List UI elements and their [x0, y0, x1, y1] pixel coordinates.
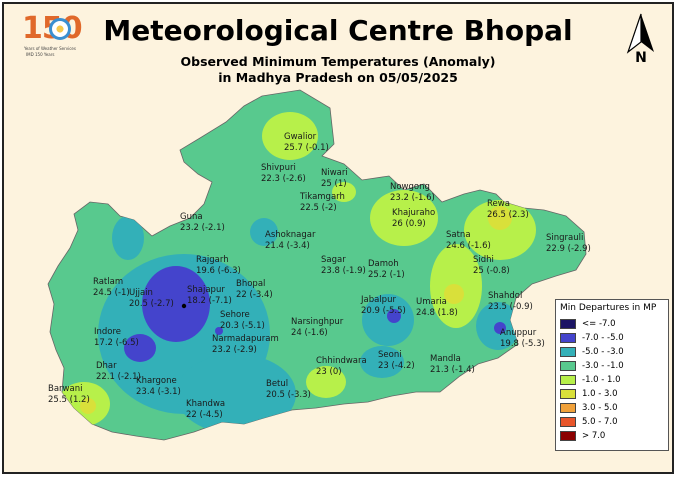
station-seoni: Seoni 23 (-4.2)	[378, 350, 415, 371]
legend-swatch	[560, 403, 576, 413]
station-mandla: Mandla 21.3 (-1.4)	[430, 354, 475, 375]
station-nowgong: Nowgong 23.2 (-1.6)	[390, 182, 435, 203]
bhopal-capital-marker	[181, 303, 187, 309]
station-ujjain: Ujjain 20.5 (-2.7)	[129, 288, 174, 309]
station-shajapur: Shajapur 18.2 (-7.1)	[187, 285, 232, 306]
station-narmadapuram: Narmadapuram 23.2 (-2.9)	[212, 334, 279, 355]
legend-title: Min Departures in MP	[560, 303, 657, 313]
logo-emblem-icon	[49, 18, 71, 40]
station-dhar: Dhar 22.1 (-2.1)	[96, 361, 141, 382]
station-shivpuri: Shivpuri 22.3 (-2.6)	[261, 163, 306, 184]
legend-swatch	[560, 431, 576, 441]
station-bhopal: Bhopal 22 (-3.4)	[236, 279, 273, 300]
station-singrauli: Singrauli 22.9 (-2.9)	[546, 233, 591, 254]
station-chhindwara: Chhindwara 23 (0)	[316, 356, 367, 377]
legend-swatch	[560, 361, 576, 371]
logo-text-2: IMD 150 Years	[26, 52, 55, 57]
legend-swatch	[560, 375, 576, 385]
north-arrow-icon	[626, 13, 654, 54]
station-ashoknagar: Ashoknagar 21.4 (-3.4)	[265, 230, 316, 251]
station-anuppur: Anuppur 19.8 (-5.3)	[500, 328, 545, 349]
station-ratlam: Ratlam 24.5 (-1)	[93, 277, 130, 298]
legend-swatch	[560, 319, 576, 329]
station-damoh: Damoh 25.2 (-1)	[368, 259, 405, 280]
station-khargone: Khargone 23.4 (-3.1)	[136, 376, 181, 397]
station-tikamgarh: Tikamgarh 22.5 (-2)	[300, 192, 345, 213]
station-betul: Betul 20.5 (-3.3)	[266, 379, 311, 400]
map-subtitle-line-2: in Madhya Pradesh on 05/05/2025	[218, 70, 458, 85]
imd-150-logo: 150 Years of Weather Services IMD 150 Ye…	[22, 12, 92, 64]
station-guna: Guna 23.2 (-2.1)	[180, 212, 225, 233]
station-sehore: Sehore 20.3 (-5.1)	[220, 310, 265, 331]
station-niwari: Niwari 25 (1)	[321, 168, 348, 189]
legend-swatch	[560, 347, 576, 357]
logo-text-1: Years of Weather Services	[24, 46, 76, 51]
north-label: N	[635, 50, 647, 66]
map-legend: Min Departures in MP <= -7.0 -7.0 - -5.0…	[555, 299, 669, 451]
station-satna: Satna 24.6 (-1.6)	[446, 230, 491, 251]
legend-swatch	[560, 333, 576, 343]
station-indore: Indore 17.2 (-6.5)	[94, 327, 139, 348]
legend-swatch	[560, 417, 576, 427]
station-rajgarh: Rajgarh 19.6 (-6.3)	[196, 255, 241, 276]
map-title: Meteorological Centre Bhopal	[103, 14, 573, 47]
station-sidhi: Sidhi 25 (-0.8)	[473, 255, 510, 276]
station-shahdol: Shahdol 23.5 (-0.9)	[488, 291, 533, 312]
station-khajuraho: Khajuraho 26 (0.9)	[392, 208, 436, 229]
station-rewa: Rewa 26.5 (2.3)	[487, 199, 529, 220]
station-jabalpur: Jabalpur 20.9 (-5.5)	[361, 295, 406, 316]
station-umaria: Umaria 24.8 (1.8)	[416, 297, 458, 318]
station-narsinghpur: Narsinghpur 24 (-1.6)	[291, 317, 344, 338]
station-sagar: Sagar 23.8 (-1.9)	[321, 255, 366, 276]
station-gwalior: Gwalior 25.7 (-0.1)	[284, 132, 329, 153]
map-subtitle-line-1: Observed Minimum Temperatures (Anomaly)	[180, 54, 496, 69]
station-khandwa: Khandwa 22 (-4.5)	[186, 399, 226, 420]
map-frame: 150 Years of Weather Services IMD 150 Ye…	[2, 2, 674, 474]
madhya-pradesh-map	[47, 89, 587, 441]
station-barwani: Barwani 25.5 (1.2)	[48, 384, 90, 405]
legend-swatch	[560, 389, 576, 399]
